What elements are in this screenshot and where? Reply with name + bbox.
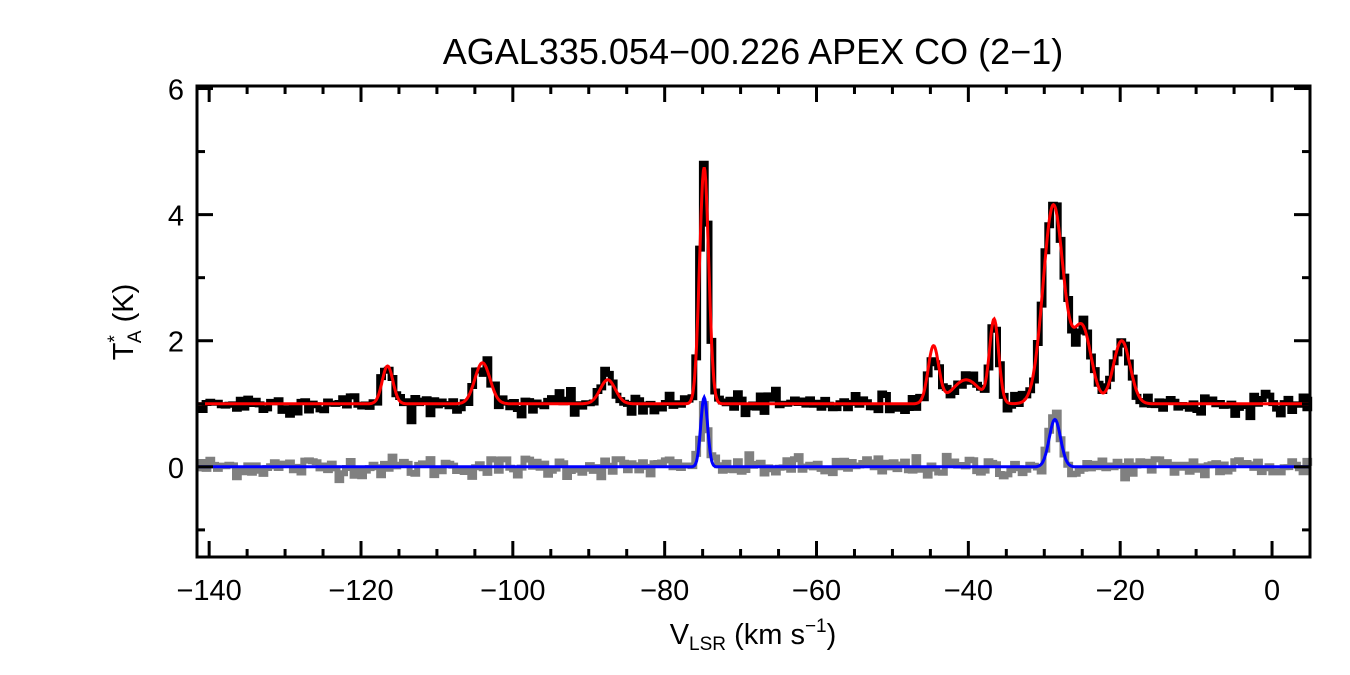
y-tick-label: 6 <box>168 75 184 107</box>
x-tick-label: −140 <box>176 575 241 607</box>
x-tick-label: −120 <box>328 575 393 607</box>
histogram-observed-spectrum <box>197 160 1313 425</box>
line-residual-fit <box>197 393 1310 469</box>
y-tick-label: 4 <box>168 201 184 233</box>
x-tick-label: 0 <box>1264 575 1280 607</box>
x-tick-label: −20 <box>1096 575 1145 607</box>
y-tick-label: 2 <box>168 327 184 359</box>
chart-title: AGAL335.054−00.226 APEX CO (2−1) <box>443 31 1063 72</box>
y-axis-label: T*A (K) <box>105 284 146 361</box>
plot-frame <box>195 84 1312 559</box>
x-tick-label: −100 <box>480 575 545 607</box>
tick-layer: −140 −120 −100 −80 −60 −40 −20 0 0 2 4 6 <box>168 75 1312 607</box>
line-gaussian-fit <box>197 166 1310 406</box>
x-tick-label: −40 <box>944 575 993 607</box>
x-tick-label: −80 <box>640 575 689 607</box>
x-tick-label: −60 <box>792 575 841 607</box>
x-axis-label: VLSR (km s−1) <box>670 616 837 655</box>
series-layer <box>197 160 1313 484</box>
y-tick-label: 0 <box>168 453 184 485</box>
histogram-residual-spectrum <box>197 401 1313 484</box>
